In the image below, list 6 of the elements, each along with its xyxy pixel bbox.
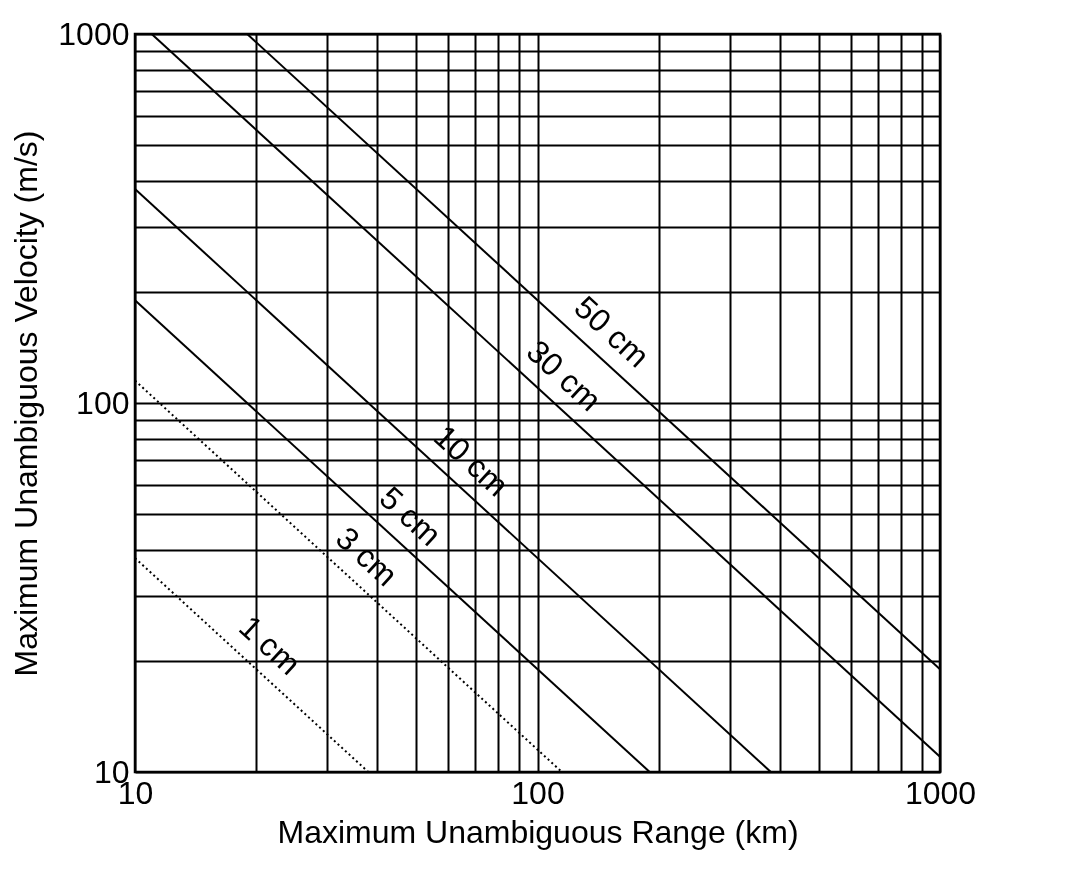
y-tick-label: 100 <box>76 384 130 421</box>
x-tick-label: 1000 <box>904 774 977 811</box>
y-tick-label: 1000 <box>58 15 130 52</box>
x-axis-title: Maximum Unambiguous Range (km) <box>277 813 799 850</box>
y-axis-title: Maximum Unambiguous Velocity (m/s) <box>8 130 45 677</box>
x-tick-label: 100 <box>511 774 565 811</box>
